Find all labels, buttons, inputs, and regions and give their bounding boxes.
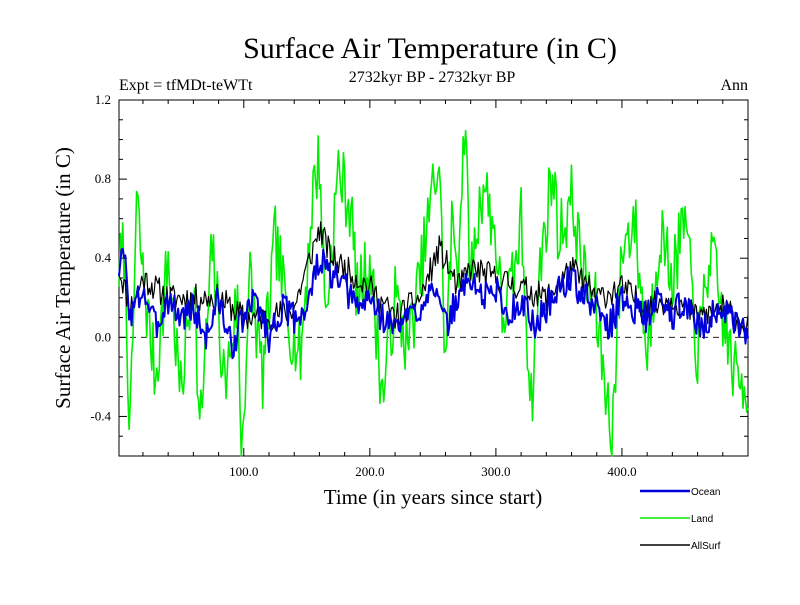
x-tick-label: 200.0 <box>355 464 384 479</box>
season-label: Ann <box>720 77 748 94</box>
series-line-ocean <box>118 247 749 360</box>
period-label: 2732kyr BP - 2732kyr BP <box>349 69 516 86</box>
y-tick-label: 0.8 <box>95 171 111 186</box>
x-tick-label: 300.0 <box>481 464 510 479</box>
experiment-label: Expt = tfMDt-teWTt <box>119 77 253 94</box>
y-tick-label: 1.2 <box>95 92 111 107</box>
legend-label-ocean: Ocean <box>691 487 720 498</box>
legend-label-allsurf: AllSurf <box>691 541 721 552</box>
y-tick-label: -0.4 <box>90 408 111 423</box>
plot-frame <box>118 99 749 457</box>
plot-area: -0.4 0.0 0.4 0.8 1.2 100.0 200.0 300.0 400.0 <box>90 92 749 479</box>
legend-label-land: Land <box>691 514 713 525</box>
y-tick-label: 0.4 <box>95 250 112 265</box>
chart-title: Surface Air Temperature (in C) <box>243 32 617 65</box>
x-axis-label: Time (in years since start) <box>324 485 543 509</box>
legend: Ocean Land AllSurf <box>640 487 721 552</box>
series-line-land <box>118 129 749 457</box>
y-tick-label: 0.0 <box>95 329 111 344</box>
x-tick-label: 400.0 <box>607 464 636 479</box>
x-tick-label: 100.0 <box>229 464 258 479</box>
y-axis-label: Surface Air Temperature (in C) <box>51 147 75 409</box>
